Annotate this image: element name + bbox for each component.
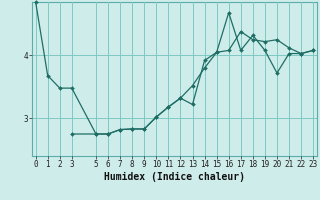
X-axis label: Humidex (Indice chaleur): Humidex (Indice chaleur) [104,172,245,182]
